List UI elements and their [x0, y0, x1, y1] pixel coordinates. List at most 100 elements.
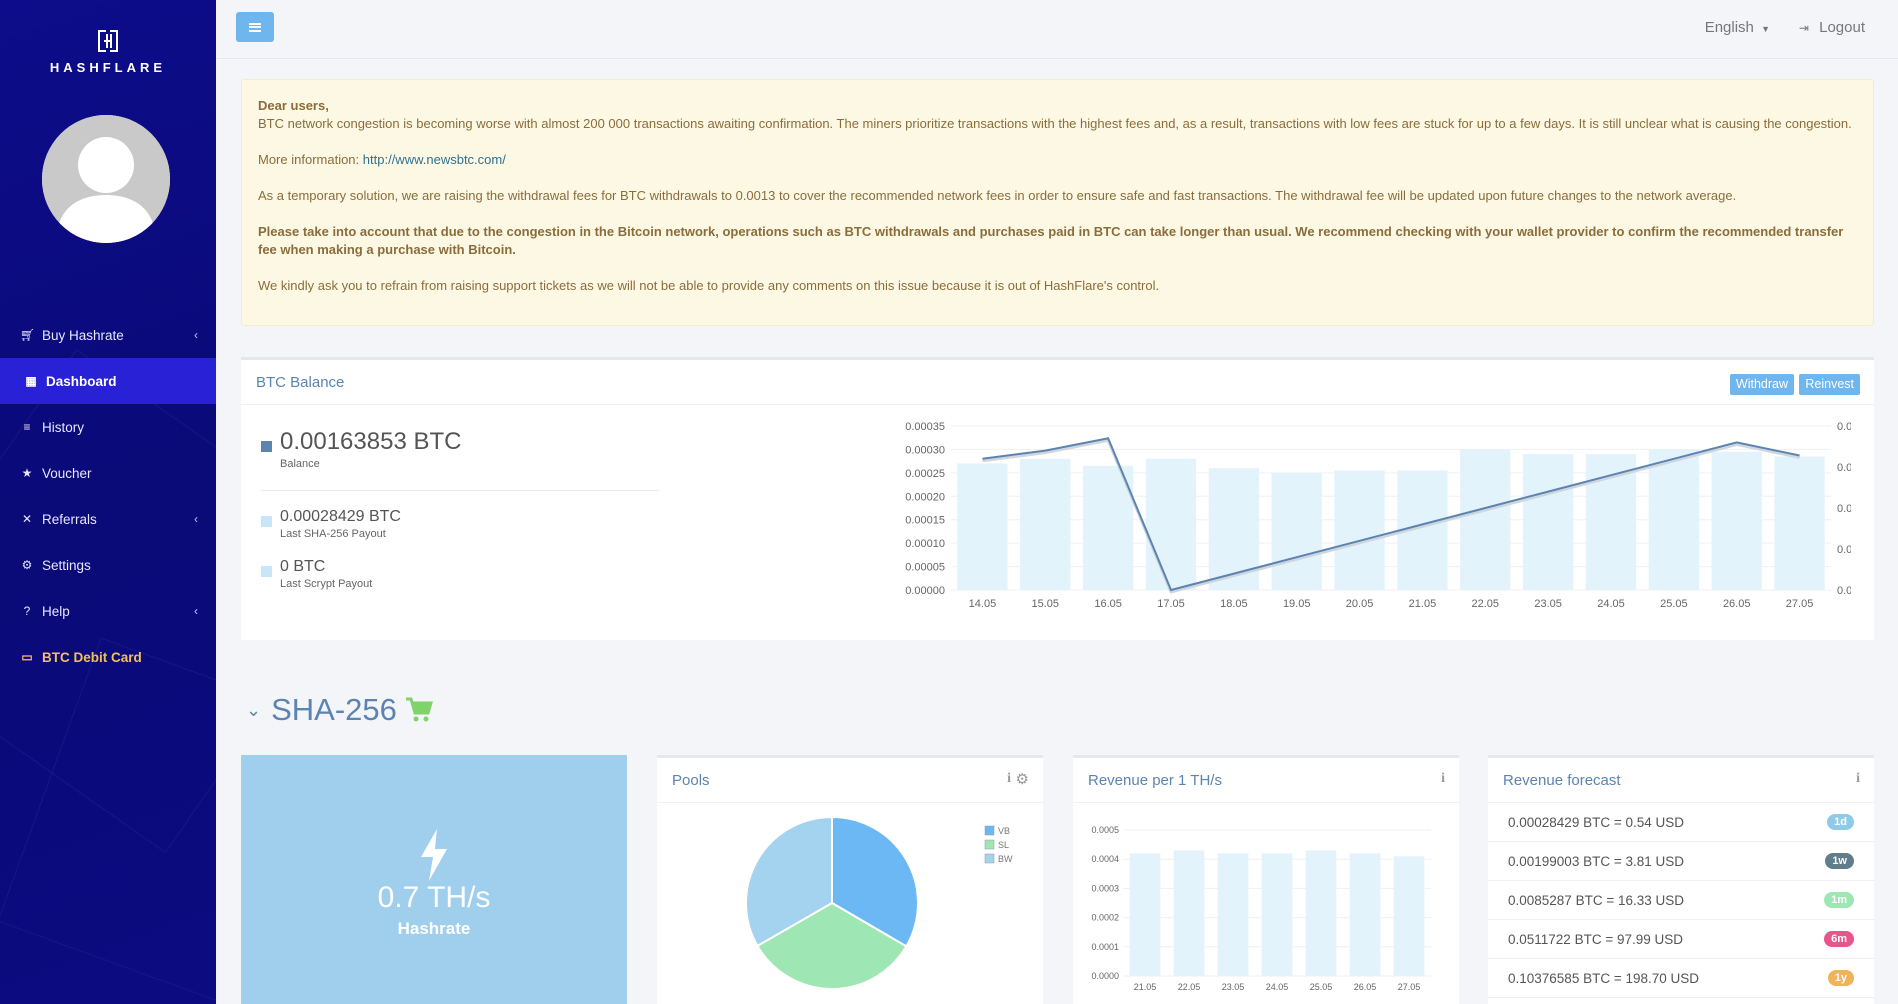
y-tick-label: 0.0002: [1091, 913, 1119, 923]
logout-label: Logout: [1819, 19, 1865, 36]
sidebar-item-label: Referrals: [42, 511, 97, 527]
sidebar-item-label: Settings: [42, 557, 91, 573]
pools-chart: VB SL BW: [745, 815, 1013, 990]
bar: [957, 463, 1008, 590]
balance-label: Balance: [280, 458, 320, 470]
more-info-link[interactable]: http://www.newsbtc.com/: [362, 152, 506, 167]
forecast-row: 0.0511722 BTC = 97.99 USD 6m: [1488, 920, 1874, 959]
language-label: English: [1704, 19, 1754, 36]
y-right-tick-label: 0.0015: [1837, 462, 1851, 474]
y-left-tick-label: 0.00000: [905, 585, 945, 597]
announcement-alert: Dear users, BTC network congestion is be…: [241, 79, 1874, 326]
legend-label: SL: [998, 840, 1009, 850]
bar: [1774, 456, 1825, 590]
x-tick-label: 17.05: [1157, 598, 1185, 610]
alert-greeting: Dear users,: [258, 98, 329, 113]
forecast-row: 0.00028429 BTC = 0.54 USD 1d: [1488, 803, 1874, 842]
language-dropdown[interactable]: English ▼: [1705, 19, 1770, 36]
sidebar-item-settings[interactable]: ⚙ Settings: [0, 542, 216, 588]
period-badge: 6m: [1824, 931, 1854, 947]
sidebar-item-label: BTC Debit Card: [42, 649, 142, 665]
legend-swatch: [261, 516, 272, 527]
scrypt-payout-block: 0 BTC Last Scrypt Payout: [261, 558, 372, 590]
period-badge: 1m: [1824, 892, 1854, 908]
logout-link[interactable]: ⇥ Logout: [1799, 19, 1865, 36]
balance-chart: 0.00035 0.00030 0.00025 0.00020 0.00015 0.000…: [905, 421, 1851, 610]
x-tick-label: 25.05: [1310, 982, 1333, 992]
bar: [1261, 853, 1293, 976]
bar: [1083, 465, 1134, 590]
revenue-panel: Revenue per 1 TH/s i 0.0005 0.0004 0.0003 0…: [1073, 755, 1459, 1004]
scrypt-payout-value: 0 BTC: [280, 558, 326, 575]
sha-payout-block: 0.00028429 BTC Last SHA-256 Payout: [261, 508, 401, 540]
info-icon[interactable]: i: [1856, 771, 1860, 786]
section-title-sha256[interactable]: ⌄ SHA-256: [246, 692, 433, 728]
alert-paragraph: BTC network congestion is becoming worse…: [258, 116, 1852, 131]
y-tick-label: 0.0005: [1091, 825, 1119, 835]
hamburger-icon: [249, 22, 261, 32]
scrypt-payout-label: Last Scrypt Payout: [280, 578, 373, 590]
info-icon[interactable]: i: [1441, 771, 1445, 786]
forecast-row: 0.00199003 BTC = 3.81 USD 1w: [1488, 842, 1874, 881]
panel-title: Pools: [672, 771, 710, 789]
divider: [261, 490, 659, 491]
revenue-chart: 0.0005 0.0004 0.0003 0.0002 0.0001 0.0000 21.0…: [1091, 825, 1431, 992]
bar: [1334, 470, 1385, 590]
reinvest-button[interactable]: Reinvest: [1799, 374, 1860, 395]
gear-icon[interactable]: ⚙: [1015, 771, 1029, 788]
x-tick-label: 22.05: [1472, 598, 1500, 610]
avatar[interactable]: [42, 115, 170, 243]
sidebar-item-help[interactable]: ? Help ‹: [0, 588, 216, 634]
bar: [1460, 449, 1511, 590]
hashrate-card: 0.7 TH/s Hashrate: [241, 755, 627, 1004]
y-tick-label: 0.0003: [1091, 883, 1119, 893]
sidebar-item-label: Buy Hashrate: [42, 327, 124, 343]
topbar: English ▼ ⇥ Logout: [216, 0, 1898, 59]
x-tick-label: 19.05: [1283, 598, 1311, 610]
chevron-left-icon: ‹: [194, 328, 198, 342]
bar: [1271, 472, 1322, 590]
panel-title: Revenue forecast: [1503, 771, 1621, 789]
x-tick-label: 16.05: [1094, 598, 1122, 610]
alert-paragraph: We kindly ask you to refrain from raisin…: [258, 278, 1160, 293]
bar: [1129, 853, 1161, 976]
credit-card-icon: ▭: [21, 650, 33, 664]
info-icon[interactable]: i: [1007, 771, 1011, 786]
bar: [1305, 850, 1337, 976]
revenue-forecast-panel: Revenue forecast i 0.00028429 BTC = 0.54…: [1488, 755, 1874, 1004]
x-tick-label: 22.05: [1178, 982, 1201, 992]
bar: [1145, 458, 1197, 590]
bar: [1711, 451, 1762, 590]
sidebar-item-voucher[interactable]: ★ Voucher: [0, 450, 216, 496]
menu-toggle-button[interactable]: [236, 12, 274, 42]
withdraw-button[interactable]: Withdraw: [1729, 374, 1794, 395]
sidebar-item-history[interactable]: ≡ History: [0, 404, 216, 450]
x-tick-label: 26.05: [1354, 982, 1377, 992]
question-icon: ?: [23, 604, 31, 618]
period-badge: 1y: [1827, 970, 1854, 986]
sidebar-item-buy-hashrate[interactable]: 🛒︎ Buy Hashrate ‹: [0, 312, 216, 358]
cart-icon: 🛒︎: [20, 328, 36, 342]
panel-title: Revenue per 1 TH/s: [1088, 771, 1222, 789]
forecast-text: 0.0511722 BTC = 97.99 USD: [1508, 931, 1683, 947]
bar: [1648, 449, 1699, 590]
cart-icon[interactable]: [405, 697, 433, 723]
forecast-row: 0.0085287 BTC = 16.33 USD 1m: [1488, 881, 1874, 920]
hashrate-value: 0.7 TH/s: [377, 881, 491, 914]
logo[interactable]: HASHFLARE: [0, 28, 216, 75]
sidebar-item-dashboard[interactable]: ▦ Dashboard: [0, 358, 216, 404]
x-tick-label: 15.05: [1032, 598, 1060, 610]
legend-swatch: [984, 839, 995, 850]
star-icon: ★: [21, 466, 33, 480]
x-tick-label: 23.05: [1534, 598, 1562, 610]
lightning-icon: [421, 829, 447, 881]
sidebar-item-referrals[interactable]: ✕ Referrals ‹: [0, 496, 216, 542]
panel-header: Pools i ⚙: [657, 758, 1043, 803]
sign-out-icon: ⇥: [1798, 21, 1809, 35]
user-silhouette-icon: [42, 115, 170, 243]
x-tick-label: 21.05: [1134, 982, 1157, 992]
x-tick-label: 25.05: [1660, 598, 1688, 610]
sidebar-item-btc-debit-card[interactable]: ▭ BTC Debit Card: [0, 634, 216, 680]
balance-block: 0.00163853 BTC Balance: [261, 428, 661, 470]
x-tick-label: 27.05: [1786, 598, 1814, 610]
